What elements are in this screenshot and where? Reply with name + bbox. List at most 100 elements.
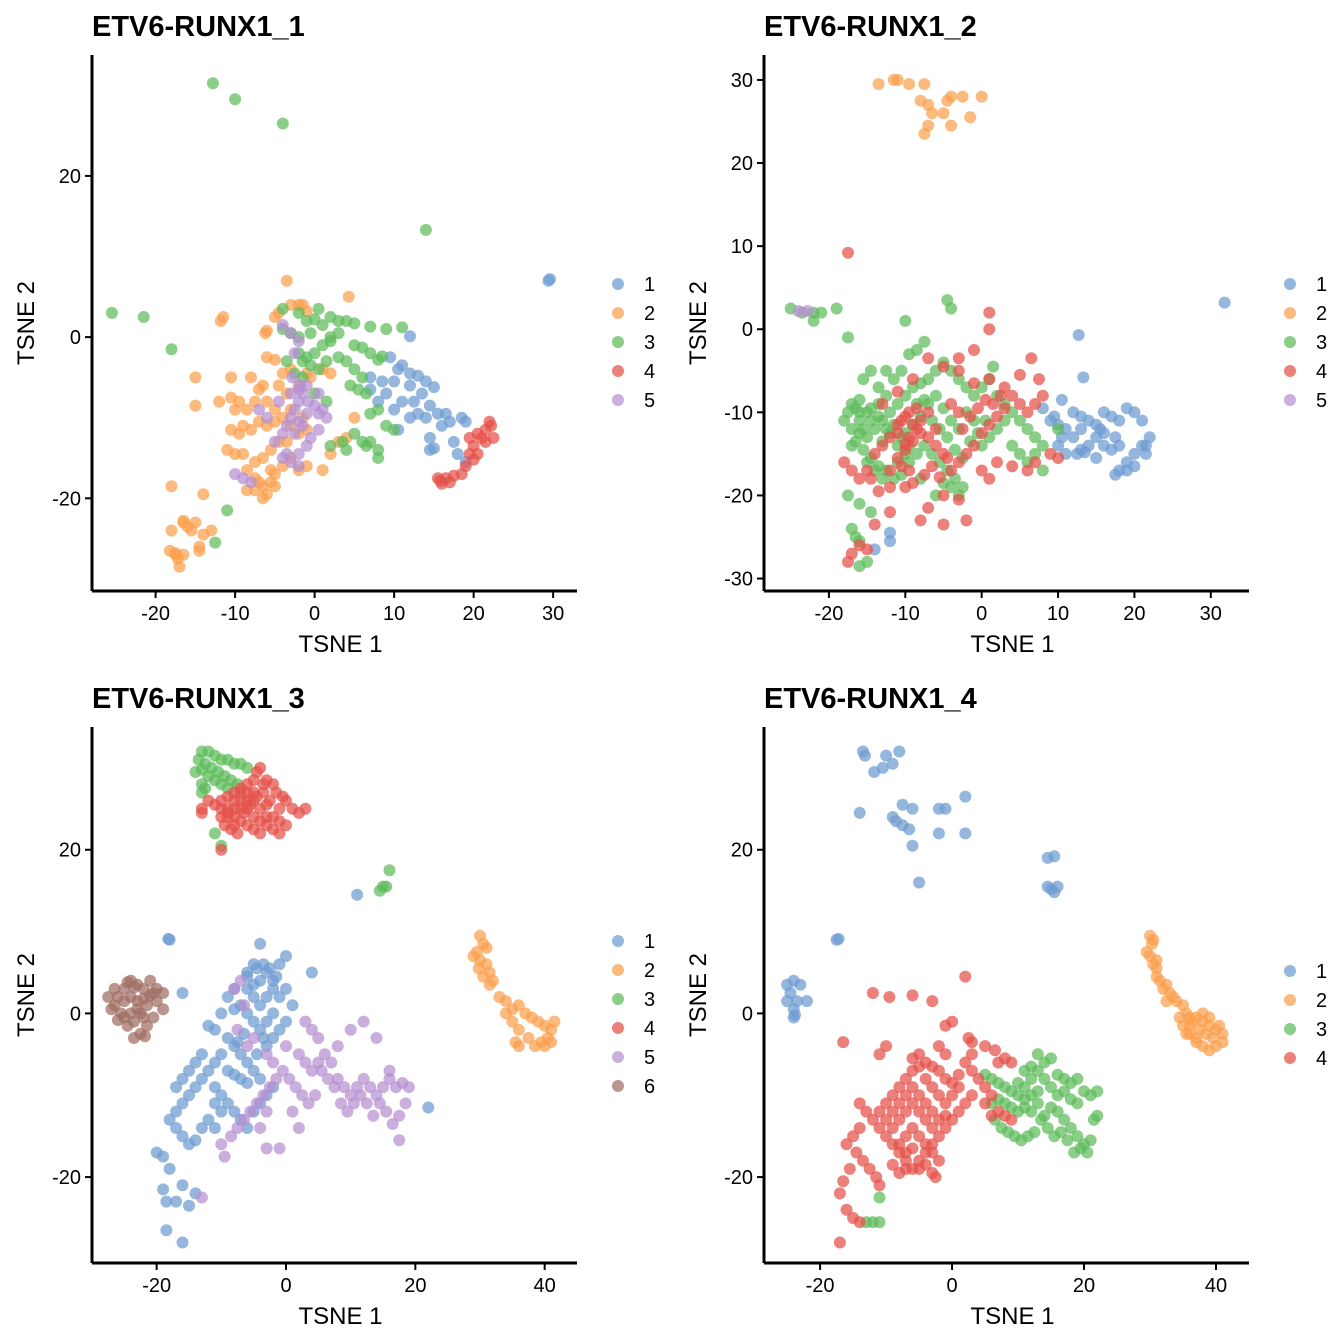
point-cluster-1 bbox=[160, 1224, 173, 1237]
point-cluster-3 bbox=[895, 364, 908, 377]
x-tick-label: 20 bbox=[1123, 603, 1145, 625]
point-cluster-1 bbox=[1113, 439, 1126, 452]
panel-title: ETV6-RUNX1_2 bbox=[764, 11, 977, 43]
point-cluster-3 bbox=[1031, 1048, 1044, 1061]
point-cluster-2 bbox=[1196, 1007, 1209, 1020]
legend-marker bbox=[1284, 307, 1296, 319]
point-cluster-2 bbox=[342, 290, 355, 303]
point-cluster-4 bbox=[919, 1138, 932, 1151]
legend-label: 2 bbox=[1316, 990, 1327, 1012]
point-cluster-3 bbox=[948, 443, 961, 456]
point-cluster-3 bbox=[1091, 1109, 1104, 1122]
point-cluster-6 bbox=[128, 1032, 140, 1044]
point-cluster-1 bbox=[1075, 423, 1087, 435]
point-cluster-3 bbox=[941, 431, 954, 444]
point-cluster-4 bbox=[979, 1097, 992, 1110]
point-cluster-3 bbox=[340, 355, 353, 368]
point-cluster-4 bbox=[946, 1015, 959, 1028]
point-cluster-4 bbox=[241, 794, 254, 807]
point-cluster-1 bbox=[257, 1032, 270, 1044]
point-cluster-4 bbox=[939, 1048, 952, 1061]
point-cluster-5 bbox=[354, 1089, 367, 1102]
point-cluster-2 bbox=[529, 1040, 541, 1053]
point-cluster-3 bbox=[1038, 1056, 1051, 1069]
point-cluster-1 bbox=[170, 1122, 183, 1134]
legend-label: 3 bbox=[644, 989, 655, 1011]
point-cluster-4 bbox=[913, 1105, 926, 1118]
y-tick-label: 0 bbox=[742, 319, 753, 341]
point-cluster-4 bbox=[864, 472, 877, 485]
point-cluster-2 bbox=[945, 119, 958, 132]
y-tick-label: -20 bbox=[52, 488, 81, 510]
y-tick-label: 0 bbox=[742, 1003, 753, 1025]
point-cluster-1 bbox=[254, 937, 267, 950]
point-cluster-2 bbox=[522, 1032, 535, 1044]
point-cluster-4 bbox=[863, 1162, 876, 1175]
point-cluster-1 bbox=[1094, 423, 1107, 435]
point-cluster-4 bbox=[221, 802, 234, 815]
point-cluster-2 bbox=[268, 311, 281, 323]
point-cluster-3 bbox=[383, 864, 396, 877]
point-cluster-3 bbox=[857, 423, 870, 435]
point-cluster-3 bbox=[1018, 1093, 1031, 1106]
point-cluster-1 bbox=[800, 995, 813, 1008]
point-cluster-1 bbox=[280, 950, 292, 963]
point-cluster-2 bbox=[483, 978, 496, 991]
point-cluster-4 bbox=[837, 1175, 850, 1188]
point-cluster-1 bbox=[183, 1089, 195, 1102]
point-cluster-4 bbox=[899, 1130, 912, 1143]
point-cluster-3 bbox=[873, 1216, 886, 1229]
legend: 1 2 3 4 bbox=[1284, 961, 1327, 1070]
x-tick-label: 40 bbox=[534, 1275, 556, 1297]
point-cluster-3 bbox=[364, 320, 377, 333]
point-cluster-3 bbox=[1091, 1085, 1104, 1098]
point-cluster-4 bbox=[983, 373, 996, 386]
x-tick-label: -20 bbox=[142, 1275, 171, 1297]
point-cluster-5 bbox=[288, 427, 301, 440]
point-cluster-3 bbox=[922, 373, 935, 386]
point-cluster-1 bbox=[280, 982, 292, 995]
point-cluster-1 bbox=[228, 1003, 241, 1016]
point-cluster-3 bbox=[1051, 1105, 1064, 1118]
point-cluster-1 bbox=[254, 1072, 267, 1085]
point-cluster-5 bbox=[263, 1081, 276, 1094]
point-cluster-1 bbox=[893, 745, 906, 758]
point-cluster-4 bbox=[906, 989, 919, 1002]
legend-label: 2 bbox=[644, 303, 655, 325]
point-cluster-4 bbox=[853, 472, 866, 485]
point-cluster-1 bbox=[388, 403, 401, 416]
point-cluster-4 bbox=[922, 406, 935, 419]
point-cluster-2 bbox=[189, 399, 202, 412]
point-cluster-4 bbox=[919, 1113, 932, 1126]
point-cluster-4 bbox=[276, 790, 289, 803]
point-cluster-1 bbox=[868, 766, 881, 778]
point-cluster-3 bbox=[830, 302, 843, 315]
point-cluster-1 bbox=[208, 1097, 221, 1110]
point-cluster-4 bbox=[247, 786, 260, 799]
legend-marker bbox=[612, 964, 624, 976]
panel-1: ETV6-RUNX1_1 -20 -10 0 10 20 30 -20 0 20 TSNE 1 TSN… bbox=[13, 11, 655, 658]
legend-marker bbox=[612, 278, 624, 290]
point-cluster-6 bbox=[147, 987, 160, 999]
y-tick-label: -20 bbox=[52, 1167, 81, 1189]
point-cluster-4 bbox=[983, 306, 996, 319]
point-cluster-6 bbox=[144, 974, 157, 987]
point-cluster-2 bbox=[253, 383, 265, 396]
point-cluster-4 bbox=[880, 1113, 893, 1126]
point-cluster-5 bbox=[215, 1138, 228, 1151]
y-tick-label: 20 bbox=[731, 153, 753, 175]
point-cluster-4 bbox=[914, 414, 927, 427]
point-cluster-1 bbox=[183, 1199, 195, 1212]
point-cluster-3 bbox=[209, 536, 222, 549]
point-cluster-2 bbox=[499, 995, 512, 1008]
point-cluster-3 bbox=[1013, 447, 1026, 460]
point-cluster-5 bbox=[292, 1122, 305, 1134]
x-tick-label: 0 bbox=[280, 1275, 291, 1297]
y-tick-label: -10 bbox=[724, 402, 753, 424]
point-cluster-5 bbox=[286, 1105, 299, 1118]
point-cluster-3 bbox=[861, 555, 874, 568]
point-cluster-4 bbox=[899, 1089, 912, 1102]
point-cluster-3 bbox=[356, 371, 369, 384]
point-cluster-5 bbox=[280, 448, 293, 460]
point-cluster-1 bbox=[794, 978, 807, 991]
